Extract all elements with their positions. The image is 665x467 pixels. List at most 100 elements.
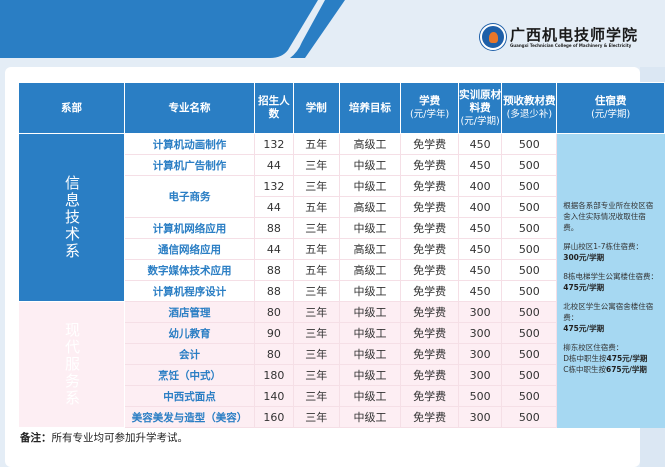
cell-duration: 五年 bbox=[293, 196, 340, 218]
cell-goal: 高级工 bbox=[339, 238, 402, 260]
header-dept: 系部 bbox=[18, 82, 125, 134]
college-logo: 广西机电技师学院 Guangxi Technician College of M… bbox=[480, 24, 638, 50]
cell-enroll: 140 bbox=[254, 385, 294, 407]
cell-books: 500 bbox=[501, 196, 558, 218]
cell-goal: 中级工 bbox=[339, 364, 402, 386]
header-tuition: 学费 (元/学年) bbox=[400, 82, 459, 134]
cell-tuition: 免学费 bbox=[400, 196, 459, 218]
table-row: 44 五年 高级工 免学费 400 500 bbox=[19, 196, 665, 218]
cell-goal: 中级工 bbox=[339, 322, 402, 344]
table-row: 会计 80 三年 中级工 免学费 300 500 bbox=[19, 343, 665, 365]
cell-books: 500 bbox=[501, 217, 558, 239]
cell-enroll: 80 bbox=[254, 343, 294, 365]
dept-cell: 信息技术系 bbox=[18, 133, 125, 302]
college-name-en: Guangxi Technician College of Machinery … bbox=[510, 42, 632, 48]
cell-enroll: 44 bbox=[254, 196, 294, 218]
cell-goal: 高级工 bbox=[339, 133, 402, 155]
cell-duration: 五年 bbox=[293, 238, 340, 260]
cell-goal: 中级工 bbox=[339, 385, 402, 407]
enrollment-table: 系部 专业名称 招生人数 学制 培养目标 学费 (元/学年) 实训原材料费 (元/学… bbox=[18, 82, 665, 428]
cell-duration: 三年 bbox=[293, 385, 340, 407]
cell-material: 500 bbox=[458, 385, 503, 407]
cell-enroll: 80 bbox=[254, 301, 294, 323]
footnote: 备注：所有专业均可参加升学考试。 bbox=[20, 432, 188, 444]
cell-books: 500 bbox=[501, 280, 558, 302]
cell-tuition: 免学费 bbox=[400, 259, 459, 281]
cell-tuition: 免学费 bbox=[400, 385, 459, 407]
cell-tuition: 免学费 bbox=[400, 301, 459, 323]
cell-books: 500 bbox=[501, 133, 558, 155]
cell-material: 300 bbox=[458, 406, 503, 428]
cell-tuition: 免学费 bbox=[400, 343, 459, 365]
major-name: 计算机程序设计 bbox=[124, 280, 255, 302]
cell-books: 500 bbox=[501, 301, 558, 323]
cell-material: 300 bbox=[458, 301, 503, 323]
cell-enroll: 132 bbox=[254, 133, 294, 155]
college-emblem-icon bbox=[480, 24, 506, 50]
cell-goal: 中级工 bbox=[339, 217, 402, 239]
cell-goal: 中级工 bbox=[339, 175, 402, 197]
cell-books: 500 bbox=[501, 175, 558, 197]
dept-cell: 现代服务系 bbox=[18, 301, 125, 428]
header-books: 预收教材费 (多退少补) bbox=[501, 82, 558, 134]
major-name: 美容美发与造型（美容） bbox=[124, 406, 255, 428]
cell-material: 450 bbox=[458, 154, 503, 176]
header-major: 专业名称 bbox=[124, 82, 255, 134]
cell-duration: 三年 bbox=[293, 175, 340, 197]
dorm-fee-notes: 根据各系部专业所在校区宿舍入住实际情况收取住宿费。 屏山校区1-7栋住宿费： 30… bbox=[556, 133, 665, 428]
cell-goal: 中级工 bbox=[339, 343, 402, 365]
cell-books: 500 bbox=[501, 322, 558, 344]
cell-tuition: 免学费 bbox=[400, 280, 459, 302]
cell-books: 500 bbox=[501, 364, 558, 386]
cell-tuition: 免学费 bbox=[400, 364, 459, 386]
table-row: 计算机网络应用 88 三年 中级工 免学费 450 500 bbox=[19, 217, 665, 239]
cell-enroll: 88 bbox=[254, 280, 294, 302]
cell-enroll: 160 bbox=[254, 406, 294, 428]
table-row: 计算机广告制作 44 三年 中级工 免学费 450 500 bbox=[19, 154, 665, 176]
cell-tuition: 免学费 bbox=[400, 217, 459, 239]
major-name: 计算机动画制作 bbox=[124, 133, 255, 155]
cell-goal: 中级工 bbox=[339, 154, 402, 176]
cell-books: 500 bbox=[501, 406, 558, 428]
cell-duration: 三年 bbox=[293, 301, 340, 323]
major-name: 通信网络应用 bbox=[124, 238, 255, 260]
cell-material: 300 bbox=[458, 364, 503, 386]
header-duration: 学制 bbox=[292, 82, 340, 134]
table-row: 信息技术系 计算机动画制作 132 五年 高级工 免学费 450 500 根据各系部专业所在校… bbox=[18, 133, 665, 428]
cell-goal: 高级工 bbox=[339, 196, 402, 218]
cell-enroll: 44 bbox=[254, 154, 294, 176]
cell-material: 450 bbox=[458, 238, 503, 260]
cell-duration: 三年 bbox=[293, 364, 340, 386]
cell-books: 500 bbox=[501, 343, 558, 365]
cell-enroll: 180 bbox=[254, 364, 294, 386]
cell-tuition: 免学费 bbox=[400, 154, 459, 176]
cell-goal: 中级工 bbox=[339, 406, 402, 428]
cell-material: 450 bbox=[458, 133, 503, 155]
cell-books: 500 bbox=[501, 238, 558, 260]
major-name: 酒店管理 bbox=[124, 301, 255, 323]
cell-duration: 五年 bbox=[293, 259, 340, 281]
cell-enroll: 132 bbox=[254, 175, 294, 197]
major-name: 数字媒体技术应用 bbox=[124, 259, 255, 281]
cell-duration: 三年 bbox=[293, 322, 340, 344]
cell-material: 400 bbox=[458, 175, 503, 197]
header-dorm: 住宿费 (元/学期) bbox=[556, 82, 665, 134]
cell-material: 450 bbox=[458, 280, 503, 302]
cell-enroll: 44 bbox=[254, 238, 294, 260]
cell-tuition: 免学费 bbox=[400, 133, 459, 155]
table-row: 电子商务 132 三年 中级工 免学费 400 500 bbox=[19, 175, 665, 218]
cell-material: 450 bbox=[458, 259, 503, 281]
major-name: 计算机网络应用 bbox=[124, 217, 255, 239]
table-row: 计算机程序设计 88 三年 中级工 免学费 450 500 bbox=[19, 280, 665, 302]
header-material: 实训原材料费 (元/学期) bbox=[457, 82, 503, 134]
table-row: 中西式面点 140 三年 中级工 免学费 500 500 bbox=[19, 385, 665, 407]
header-enroll: 招生人数 bbox=[253, 82, 294, 134]
cell-books: 500 bbox=[501, 259, 558, 281]
major-name: 电子商务 bbox=[124, 175, 255, 218]
cell-tuition: 免学费 bbox=[400, 406, 459, 428]
major-name: 幼儿教育 bbox=[124, 322, 255, 344]
cell-duration: 五年 bbox=[293, 133, 340, 155]
table-row: 数字媒体技术应用 88 五年 高级工 免学费 450 500 bbox=[19, 259, 665, 281]
table-row: 通信网络应用 44 五年 高级工 免学费 450 500 bbox=[19, 238, 665, 260]
major-name: 会计 bbox=[124, 343, 255, 365]
